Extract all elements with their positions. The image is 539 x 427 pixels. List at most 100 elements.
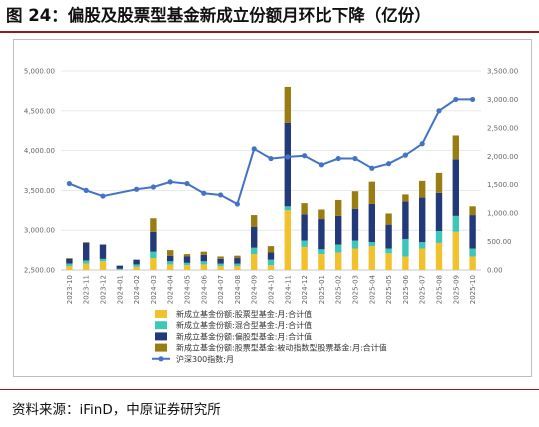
index-point [134, 186, 140, 192]
bar-segment [234, 255, 241, 259]
source-note: 资料来源：iFinD，中原证券研究所 [12, 402, 221, 418]
bar-segment [419, 248, 426, 270]
bar-segment [469, 248, 476, 257]
bar-segment [402, 238, 409, 257]
bar-segment [217, 258, 224, 264]
index-point [386, 161, 392, 167]
bar-segment [318, 219, 325, 250]
bar-segment [251, 215, 258, 228]
x-tick-label: 2024-05 [184, 275, 192, 304]
bar-segment [183, 265, 191, 270]
legend-swatch [155, 310, 167, 318]
bottom-rule [0, 389, 539, 390]
bar-segment [99, 261, 107, 270]
left-tick-label: 2,500.00 [24, 267, 55, 275]
bar-segment [351, 248, 359, 270]
x-tick-label: 2024-09 [251, 275, 259, 304]
x-tick-label: 2025-09 [452, 275, 460, 304]
bar-segment [217, 256, 224, 259]
bar-segment [318, 254, 325, 270]
bar-segment [284, 210, 291, 270]
bar-segment [452, 215, 459, 232]
x-tick-label: 2025-02 [335, 275, 343, 304]
bar-segment [99, 258, 107, 262]
x-tick-label: 2025-08 [436, 275, 444, 304]
bar-segment [267, 259, 275, 266]
gridlines [61, 70, 481, 271]
x-tick-label: 2024-04 [167, 274, 175, 304]
x-tick-label: 2025-03 [352, 275, 360, 304]
index-line-path [69, 98, 473, 206]
bar-segment [301, 203, 308, 215]
x-tick-label: 2024-07 [217, 275, 225, 304]
bar-segment [234, 258, 241, 264]
x-tick-label: 2024-08 [234, 275, 242, 304]
x-tick-label: 2024-06 [200, 274, 208, 304]
bar-segment [133, 259, 140, 265]
bar-segment [452, 159, 459, 216]
index-point [66, 180, 72, 187]
bar-segment [419, 180, 426, 198]
left-tick-label: 4,000.00 [24, 147, 55, 155]
x-tick-label: 2023-10 [66, 275, 74, 304]
index-point [335, 155, 341, 162]
x-tick-label: 2023-11 [83, 275, 91, 304]
index-point [352, 155, 358, 162]
x-tick-label: 2025-10 [469, 275, 477, 304]
bar-segment [167, 264, 174, 270]
x-tick-label: 2024-12 [301, 275, 309, 304]
bar-segment [200, 251, 207, 255]
legend-label: 新成立基金份额:股票型基金:被动指数型股票基金:月:合计值 [176, 343, 387, 353]
bar-segment [368, 242, 375, 247]
right-tick-label: 1,000.00 [487, 210, 518, 218]
bars [66, 86, 476, 270]
bar-segment [83, 242, 90, 243]
bar-segment [116, 265, 123, 269]
legend-label: 新成立基金份额:偏股型基金:月:合计值 [176, 331, 312, 341]
index-point [268, 155, 274, 162]
bar-segment [234, 266, 241, 270]
index-point [167, 179, 173, 185]
legend-label: 新成立基金份额:股票型基金:月:合计值 [176, 309, 312, 319]
right-tick-label: 1,500.00 [487, 181, 518, 189]
bar-segment [66, 258, 73, 259]
bar-segment [183, 262, 191, 266]
left-tick-label: 5,000.00 [24, 68, 55, 76]
bar-segment [402, 194, 409, 202]
bar-segment [150, 251, 157, 259]
chart-panel: 2,500.00 3,000.00 3,500.00 4,000.00 4,500.00… [13, 39, 532, 377]
index-point [218, 192, 224, 198]
index-point [100, 193, 106, 199]
bar-segment [66, 263, 73, 267]
left-axis: 2,500.00 3,000.00 3,500.00 4,000.00 4,500.00… [24, 68, 55, 275]
bar-segment [469, 256, 476, 270]
right-tick-label: 0.00 [487, 267, 503, 275]
x-tick-label: 2025-07 [419, 275, 427, 304]
index-point [318, 162, 324, 168]
index-point [402, 152, 408, 158]
x-tick-label: 2024-11 [284, 275, 292, 304]
index-point [184, 180, 190, 187]
bar-segment [251, 227, 258, 248]
bar-segment [335, 252, 342, 270]
legend-swatch [155, 321, 167, 330]
bar-segment [351, 191, 359, 209]
index-line [66, 96, 476, 207]
bar-segment [251, 247, 258, 255]
index-point [419, 141, 425, 147]
index-point [201, 190, 207, 196]
bar-segment [435, 230, 443, 243]
bar-segment [402, 256, 409, 270]
index-point [234, 201, 240, 207]
bar-segment [368, 246, 375, 270]
right-axis: 0.00 500.00 1,000.00 1,500.00 2,000.00 2,500.… [487, 68, 518, 275]
bar-segment [402, 201, 409, 239]
x-tick-label: 2024-02 [133, 275, 141, 304]
index-point [470, 96, 476, 103]
chart-svg: 2,500.00 3,000.00 3,500.00 4,000.00 4,500.00… [24, 68, 518, 364]
x-tick-label: 2024-01 [116, 275, 124, 304]
bar-segment [469, 215, 476, 249]
bar-segment [351, 208, 359, 241]
bar-segment [267, 246, 275, 253]
bar-segment [99, 244, 107, 259]
